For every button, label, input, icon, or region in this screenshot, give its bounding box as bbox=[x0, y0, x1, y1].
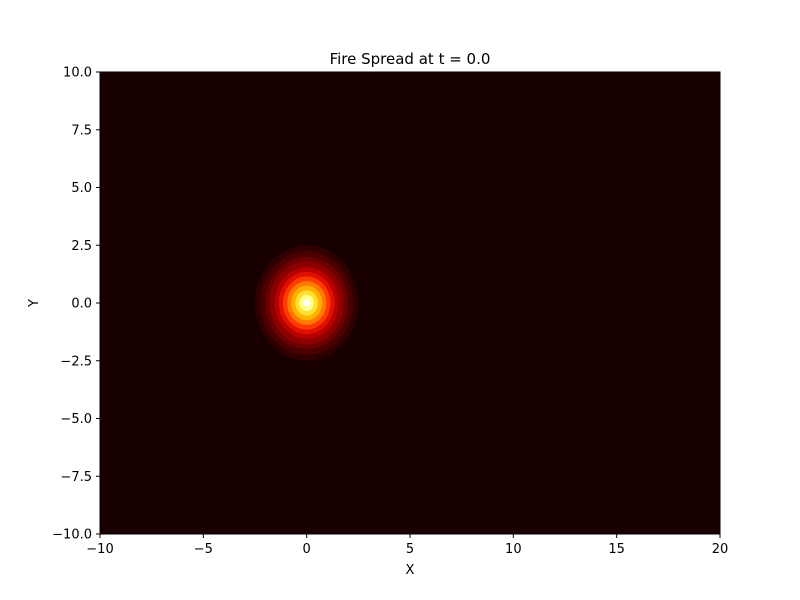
chart-title: Fire Spread at t = 0.0 bbox=[330, 50, 491, 68]
y-tick-label: 10.0 bbox=[63, 66, 92, 81]
contour-level bbox=[303, 299, 310, 307]
x-tick-label: 20 bbox=[712, 542, 729, 557]
y-tick-label: −10.0 bbox=[52, 528, 92, 543]
y-tick-label: −2.5 bbox=[60, 354, 92, 369]
x-tick-label: 5 bbox=[406, 542, 414, 557]
x-tick-label: −5 bbox=[194, 542, 213, 557]
y-tick-label: 2.5 bbox=[71, 239, 92, 254]
plot-area bbox=[99, 71, 721, 535]
x-tick-label: −10 bbox=[86, 542, 113, 557]
fire-contours bbox=[254, 245, 359, 361]
y-tick-label: −7.5 bbox=[60, 470, 92, 485]
y-tick-label: −5.0 bbox=[60, 412, 92, 427]
x-tick-label: 15 bbox=[608, 542, 625, 557]
x-tick-label: 10 bbox=[505, 542, 522, 557]
y-tick-label: 5.0 bbox=[71, 181, 92, 196]
heatmap-background bbox=[100, 72, 720, 534]
y-axis-label: Y bbox=[27, 299, 42, 308]
x-axis: −10 −5 0 5 10 15 20 bbox=[86, 534, 728, 557]
x-axis-label: X bbox=[406, 563, 415, 578]
y-axis: −10.0 −7.5 −5.0 −2.5 0.0 2.5 5.0 7.5 10.0 bbox=[52, 66, 100, 543]
x-tick-label: 0 bbox=[303, 542, 311, 557]
y-tick-label: 7.5 bbox=[71, 123, 92, 138]
y-tick-label: 0.0 bbox=[71, 297, 92, 312]
